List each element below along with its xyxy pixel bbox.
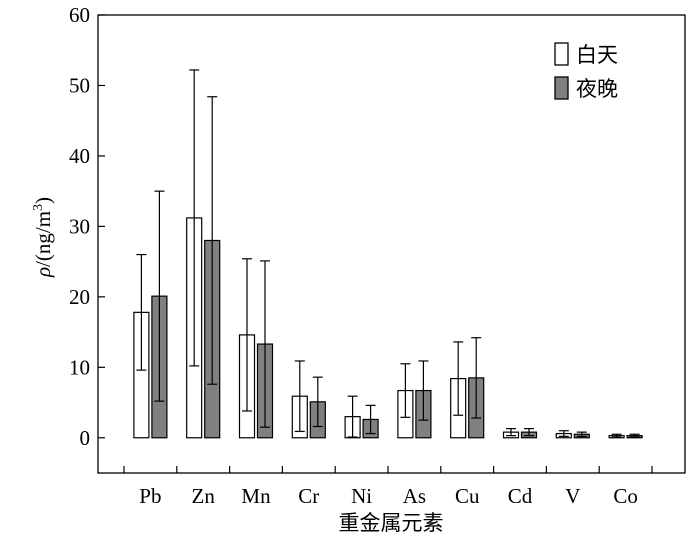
bars	[133, 69, 643, 439]
y-tick-label: 60	[69, 3, 90, 27]
legend-swatch-night	[554, 76, 569, 100]
category-label-as: As	[403, 484, 426, 508]
legend-swatch-day	[554, 42, 569, 66]
y-axis-label-symbol: ρ	[31, 267, 55, 278]
x-axis-label: 重金属元素	[339, 511, 444, 535]
y-tick-label: 40	[69, 144, 90, 168]
y-axis-label-superscript: 3	[31, 204, 46, 211]
y-tick-label: 30	[69, 214, 90, 238]
plot-frame	[97, 14, 686, 474]
category-label-mn: Mn	[241, 484, 271, 508]
legend: 白天 夜晚	[554, 42, 618, 101]
category-label-co: Co	[613, 484, 638, 508]
y-axis-label-unit: /(ng/m	[31, 211, 55, 267]
category-label-cr: Cr	[298, 484, 319, 508]
category-label-zn: Zn	[192, 484, 216, 508]
y-tick-label: 20	[69, 285, 90, 309]
category-label-pb: Pb	[139, 484, 161, 508]
y-tick-label: 0	[80, 426, 91, 450]
axes: 0 10 20 30 40 50 60 Pb Zn Mn Cr Ni As Cu Cd V Co	[69, 3, 686, 508]
category-label-v: V	[565, 484, 580, 508]
y-axis-label: ρ/(ng/m3)	[31, 197, 55, 278]
legend-label-night: 夜晚	[576, 77, 618, 101]
y-tick-label: 50	[69, 73, 90, 97]
category-label-ni: Ni	[351, 484, 372, 508]
category-label-cd: Cd	[508, 484, 533, 508]
legend-label-day: 白天	[576, 43, 618, 67]
y-axis-label-close: )	[31, 197, 55, 204]
category-label-cu: Cu	[455, 484, 480, 508]
y-tick-label: 10	[69, 355, 90, 379]
